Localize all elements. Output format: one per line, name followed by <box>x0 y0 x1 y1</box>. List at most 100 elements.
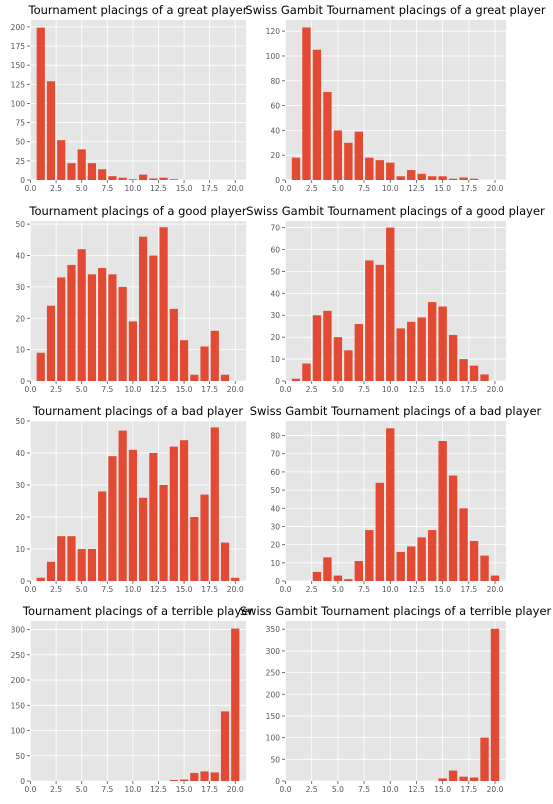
y-tick-label: 10 <box>270 559 280 568</box>
x-tick-label: 12.5 <box>150 385 167 394</box>
bar <box>231 628 240 781</box>
bar <box>312 315 322 381</box>
bar <box>210 330 219 381</box>
bar <box>108 176 117 180</box>
x-tick-label: 15.0 <box>176 785 193 794</box>
bar <box>448 770 458 781</box>
y-tick-label: 300 <box>266 647 281 656</box>
y-tick-label: 70 <box>270 224 280 233</box>
chart-panel-6: 0 10 20 30 40 50 60 70 80 0.0 2.5 5.0 7.5 10.0 12.5 15.… <box>250 404 542 594</box>
x-tick-label: 5.0 <box>332 585 344 594</box>
bar <box>190 517 199 581</box>
bar <box>200 494 209 581</box>
bar <box>365 530 374 581</box>
bar <box>333 575 343 581</box>
bar <box>469 541 479 581</box>
x-tick-label: 12.5 <box>408 184 425 193</box>
chart-title: Tournament placings of a terrible player <box>22 604 253 618</box>
y-tick-label: 30 <box>15 283 25 292</box>
x-tick-label: 2.5 <box>50 785 62 794</box>
bar <box>36 577 45 581</box>
bar <box>354 324 364 381</box>
x-tick-label: 17.5 <box>460 585 477 594</box>
bar <box>354 131 364 180</box>
y-tick-label: 70 <box>270 450 280 459</box>
x-tick-label: 10.0 <box>125 184 142 193</box>
bar <box>459 359 468 381</box>
x-tick-label: 15.0 <box>176 585 193 594</box>
bar <box>46 81 56 180</box>
bar <box>200 771 209 781</box>
y-tick-label: 75 <box>15 119 25 128</box>
bar <box>407 170 416 180</box>
bar <box>480 374 489 381</box>
chart-title: Swiss Gambit Tournament placings of a gr… <box>245 3 546 17</box>
y-tick-label: 40 <box>15 449 25 458</box>
bar <box>57 536 66 581</box>
bar <box>210 772 219 781</box>
y-tick-label: 10 <box>15 545 25 554</box>
bar <box>375 482 384 581</box>
x-tick-label: 10.0 <box>382 785 399 794</box>
x-tick-label: 5.0 <box>76 585 88 594</box>
chart-panel-2: 0 20 40 60 80 100 120 0.0 2.5 5.0 7.5 10.0 12.5 15.0 1… <box>245 3 546 193</box>
bar <box>77 249 86 381</box>
x-tick-label: 2.5 <box>306 585 318 594</box>
y-tick-label: 40 <box>15 252 25 261</box>
x-tick-label: 7.5 <box>101 385 113 394</box>
x-tick-label: 5.0 <box>76 785 88 794</box>
y-tick-label: 10 <box>270 355 280 364</box>
x-tick-label: 7.5 <box>358 184 370 193</box>
bar <box>57 277 66 381</box>
bar <box>396 328 405 381</box>
x-tick-label: 17.5 <box>201 385 218 394</box>
x-tick-label: 15.0 <box>176 184 193 193</box>
x-tick-label: 12.5 <box>408 585 425 594</box>
y-tick-label: 60 <box>270 102 280 111</box>
bar <box>427 176 437 180</box>
bar <box>179 779 189 781</box>
x-tick-label: 7.5 <box>358 385 370 394</box>
bar <box>386 162 395 180</box>
x-tick-label: 12.5 <box>150 785 167 794</box>
y-tick-label: 0 <box>20 377 25 386</box>
y-tick-label: 0 <box>275 777 280 786</box>
bar <box>396 176 405 180</box>
x-tick-label: 12.5 <box>150 184 167 193</box>
y-tick-label: 125 <box>11 80 26 89</box>
bar <box>128 179 137 180</box>
x-tick-label: 10.0 <box>125 585 142 594</box>
x-tick-label: 15.0 <box>176 385 193 394</box>
bar <box>354 561 364 581</box>
y-tick-label: 30 <box>270 522 280 531</box>
bar <box>365 157 374 180</box>
y-tick-label: 0 <box>20 577 25 586</box>
x-tick-label: 0.0 <box>25 585 37 594</box>
bar <box>159 485 168 581</box>
bar <box>108 456 117 581</box>
bar <box>375 160 384 180</box>
y-tick-label: 100 <box>11 99 26 108</box>
bar <box>36 27 45 180</box>
y-tick-label: 0 <box>275 176 280 185</box>
bar <box>179 440 189 581</box>
y-tick-label: 30 <box>270 311 280 320</box>
y-tick-label: 60 <box>270 245 280 254</box>
bar <box>323 310 332 381</box>
y-tick-label: 25 <box>15 157 25 166</box>
bar <box>323 91 332 180</box>
x-tick-label: 2.5 <box>306 385 318 394</box>
bar <box>407 546 416 581</box>
bar <box>312 571 322 581</box>
x-tick-label: 20.0 <box>227 785 244 794</box>
bar <box>87 274 97 381</box>
y-tick-label: 150 <box>266 712 281 721</box>
x-tick-label: 20.0 <box>227 585 244 594</box>
x-tick-label: 17.5 <box>201 184 218 193</box>
bar <box>179 340 189 381</box>
x-tick-label: 15.0 <box>434 785 451 794</box>
bar <box>98 169 107 180</box>
bar <box>469 777 479 781</box>
bar <box>438 778 447 781</box>
